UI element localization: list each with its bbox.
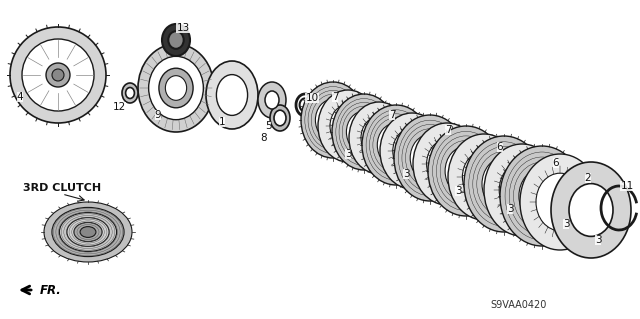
Ellipse shape — [393, 128, 431, 174]
Ellipse shape — [165, 76, 187, 100]
Ellipse shape — [67, 218, 109, 246]
Ellipse shape — [536, 173, 584, 231]
Ellipse shape — [445, 146, 487, 196]
Ellipse shape — [301, 82, 365, 158]
Ellipse shape — [394, 115, 466, 201]
Text: 9: 9 — [155, 110, 161, 120]
Ellipse shape — [499, 162, 545, 218]
Ellipse shape — [10, 27, 106, 123]
Ellipse shape — [316, 99, 351, 141]
Text: 10: 10 — [305, 93, 319, 103]
Ellipse shape — [162, 24, 190, 56]
Text: 7: 7 — [388, 110, 396, 120]
Ellipse shape — [274, 110, 286, 126]
Ellipse shape — [410, 134, 450, 182]
Ellipse shape — [462, 151, 506, 203]
Ellipse shape — [216, 75, 248, 115]
Ellipse shape — [332, 94, 396, 170]
Text: 3: 3 — [403, 169, 410, 179]
Ellipse shape — [484, 144, 560, 236]
Ellipse shape — [206, 61, 258, 129]
Text: 7: 7 — [332, 92, 339, 102]
Ellipse shape — [318, 90, 378, 162]
Ellipse shape — [330, 104, 366, 148]
Ellipse shape — [22, 39, 94, 111]
Text: 12: 12 — [113, 102, 125, 112]
Ellipse shape — [265, 91, 279, 109]
Ellipse shape — [52, 69, 64, 81]
Ellipse shape — [44, 202, 132, 262]
Ellipse shape — [168, 31, 184, 49]
Ellipse shape — [258, 82, 286, 118]
Ellipse shape — [519, 168, 565, 224]
Text: 3: 3 — [595, 235, 602, 245]
Ellipse shape — [427, 139, 467, 189]
Text: 6: 6 — [553, 158, 559, 168]
Ellipse shape — [500, 146, 584, 246]
Text: 6: 6 — [497, 142, 503, 152]
Ellipse shape — [413, 123, 481, 205]
Text: 3: 3 — [454, 186, 461, 196]
Text: 11: 11 — [620, 181, 634, 191]
Text: 3: 3 — [563, 219, 570, 229]
Text: 7: 7 — [445, 125, 451, 135]
Ellipse shape — [569, 184, 613, 236]
Text: 3: 3 — [345, 149, 351, 159]
Text: 13: 13 — [177, 23, 189, 33]
Text: S9VAA0420: S9VAA0420 — [490, 300, 547, 310]
Ellipse shape — [148, 56, 204, 120]
Ellipse shape — [428, 126, 504, 216]
Text: FR.: FR. — [40, 284, 61, 296]
Ellipse shape — [159, 68, 193, 108]
Text: 5: 5 — [265, 121, 271, 131]
Ellipse shape — [60, 212, 116, 251]
Ellipse shape — [52, 207, 124, 256]
Ellipse shape — [270, 105, 290, 131]
Ellipse shape — [138, 44, 214, 132]
Ellipse shape — [80, 226, 96, 237]
Text: 3: 3 — [507, 204, 513, 214]
Ellipse shape — [520, 154, 600, 250]
Ellipse shape — [125, 87, 134, 99]
Ellipse shape — [74, 222, 102, 241]
Text: 8: 8 — [260, 133, 268, 143]
Text: 1: 1 — [219, 117, 225, 127]
Ellipse shape — [122, 83, 138, 103]
Text: 4: 4 — [17, 92, 23, 102]
Text: 3RD CLUTCH: 3RD CLUTCH — [23, 183, 101, 193]
Ellipse shape — [46, 63, 70, 87]
Ellipse shape — [482, 158, 526, 211]
Ellipse shape — [464, 136, 544, 232]
Ellipse shape — [448, 134, 520, 220]
Ellipse shape — [346, 111, 381, 153]
Ellipse shape — [349, 102, 409, 174]
Ellipse shape — [380, 113, 444, 189]
Ellipse shape — [362, 105, 430, 185]
Ellipse shape — [361, 116, 397, 160]
Text: 2: 2 — [585, 173, 591, 183]
Ellipse shape — [378, 123, 415, 167]
Ellipse shape — [551, 162, 631, 258]
